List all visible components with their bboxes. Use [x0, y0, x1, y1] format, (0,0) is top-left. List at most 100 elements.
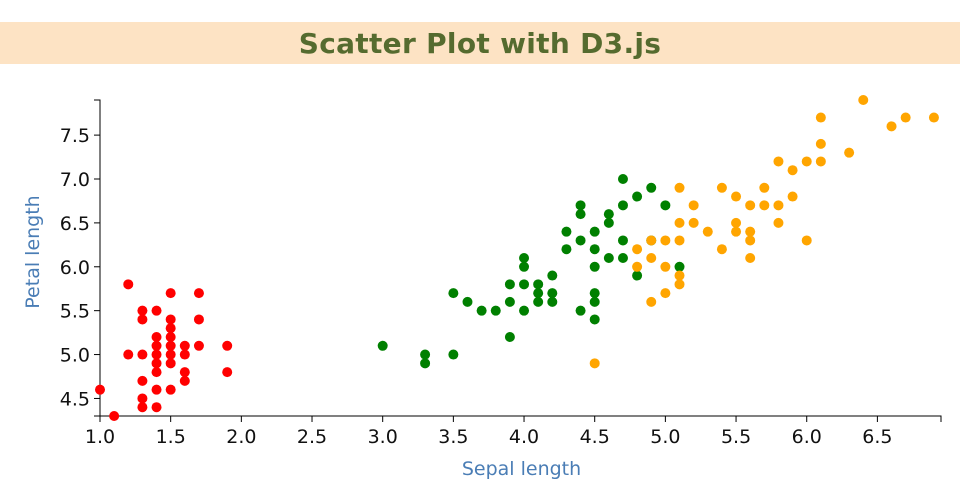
x-axis-title: Sepal length [462, 458, 581, 480]
data-point-series-3 [731, 217, 742, 228]
data-point-series-3 [632, 244, 643, 255]
data-point-series-2 [420, 349, 431, 360]
data-point-series-3 [688, 217, 699, 228]
data-point-series-1 [151, 340, 162, 351]
data-point-series-2 [462, 296, 473, 307]
data-point-series-1 [151, 358, 162, 369]
data-point-series-2 [448, 288, 459, 299]
data-point-series-3 [745, 226, 756, 237]
data-point-series-3 [702, 226, 713, 237]
data-point-series-2 [589, 296, 600, 307]
y-axis-line [94, 99, 101, 417]
data-point-series-2 [519, 253, 530, 263]
data-point-series-3 [928, 112, 939, 123]
data-point-series-3 [674, 217, 685, 228]
data-point-series-1 [222, 367, 233, 378]
data-point-series-1 [109, 411, 120, 421]
data-point-series-2 [533, 279, 544, 290]
data-point-series-2 [674, 261, 685, 272]
data-point-series-3 [674, 235, 685, 246]
data-point-series-1 [137, 305, 148, 316]
data-point-series-2 [519, 279, 530, 290]
data-point-series-2 [617, 200, 628, 211]
data-point-series-3 [801, 235, 812, 246]
x-tick-label: 4.0 [509, 426, 539, 448]
data-point-series-2 [519, 305, 530, 316]
data-point-series-3 [787, 165, 798, 176]
data-point-series-3 [688, 200, 699, 211]
data-point-series-1 [193, 314, 204, 325]
data-point-series-2 [646, 182, 657, 193]
data-point-series-2 [617, 235, 628, 246]
data-point-series-3 [731, 191, 742, 202]
data-point-series-1 [151, 367, 162, 378]
data-point-series-1 [151, 332, 162, 342]
data-point-series-3 [773, 200, 784, 211]
data-point-series-1 [165, 384, 176, 395]
data-point-series-1 [151, 402, 162, 413]
data-point-series-2 [617, 253, 628, 263]
data-point-series-3 [716, 244, 727, 255]
data-point-series-1 [137, 349, 148, 360]
data-point-series-3 [886, 121, 897, 132]
data-point-series-1 [165, 332, 176, 342]
data-point-series-2 [547, 296, 558, 307]
data-point-series-1 [123, 349, 134, 360]
data-point-series-1 [137, 314, 148, 325]
x-tick-label: 1.5 [156, 426, 186, 448]
data-point-series-2 [589, 314, 600, 325]
data-point-series-1 [151, 384, 162, 395]
y-tick-label: 6.5 [60, 213, 90, 235]
data-point-series-3 [844, 147, 855, 158]
data-point-series-1 [165, 349, 176, 360]
data-point-series-3 [759, 182, 770, 193]
data-point-series-2 [632, 270, 643, 281]
y-tick-label: 5.5 [60, 301, 90, 323]
y-tick-label: 7.5 [60, 125, 90, 147]
data-point-series-1 [165, 358, 176, 369]
data-point-series-2 [575, 209, 586, 220]
data-point-series-1 [179, 349, 190, 360]
x-axis: 1.0 1.5 2.0 2.5 3.0 3.5 4.0 4.5 5.0 5.5 6.0 6.5 [85, 415, 942, 448]
data-point-series-2 [603, 209, 614, 220]
data-point-series-3 [801, 156, 812, 167]
data-point-series-1 [222, 340, 233, 351]
data-point-series-2 [377, 340, 388, 351]
y-axis: 4.5 5.0 5.5 6.0 6.5 7.0 7.5 [60, 99, 101, 417]
data-point-series-1 [179, 375, 190, 386]
data-point-series-2 [561, 226, 572, 237]
data-point-series-2 [504, 296, 515, 307]
x-axis-line [99, 415, 942, 422]
data-point-series-2 [589, 261, 600, 272]
data-point-series-3 [646, 296, 657, 307]
y-tick-label: 6.0 [60, 257, 90, 279]
data-point-series-3 [787, 191, 798, 202]
data-point-series-2 [603, 217, 614, 228]
data-point-series-2 [519, 261, 530, 272]
y-tick-label: 7.0 [60, 169, 90, 191]
data-point-series-2 [575, 305, 586, 316]
x-tick-label: 6.5 [862, 426, 892, 448]
data-point-series-1 [193, 340, 204, 351]
data-point-series-2 [575, 235, 586, 246]
data-point-series-3 [745, 235, 756, 246]
data-point-series-2 [504, 279, 515, 290]
data-point-series-3 [773, 156, 784, 167]
data-point-series-1 [165, 288, 176, 299]
data-point-series-3 [674, 279, 685, 290]
data-point-series-3 [858, 95, 869, 105]
data-point-series-2 [589, 244, 600, 255]
data-point-series-2 [533, 296, 544, 307]
data-point-series-2 [603, 253, 614, 263]
title-banner: Scatter Plot with D3.js [0, 22, 960, 64]
data-point-series-1 [137, 393, 148, 404]
x-tick-label: 3.0 [368, 426, 398, 448]
x-tick-label: 1.0 [85, 426, 115, 448]
data-point-series-2 [547, 288, 558, 299]
data-point-series-1 [179, 367, 190, 378]
x-tick-label: 2.5 [297, 426, 327, 448]
data-point-series-3 [759, 200, 770, 211]
data-point-series-3 [716, 182, 727, 193]
data-point-series-1 [193, 288, 204, 299]
